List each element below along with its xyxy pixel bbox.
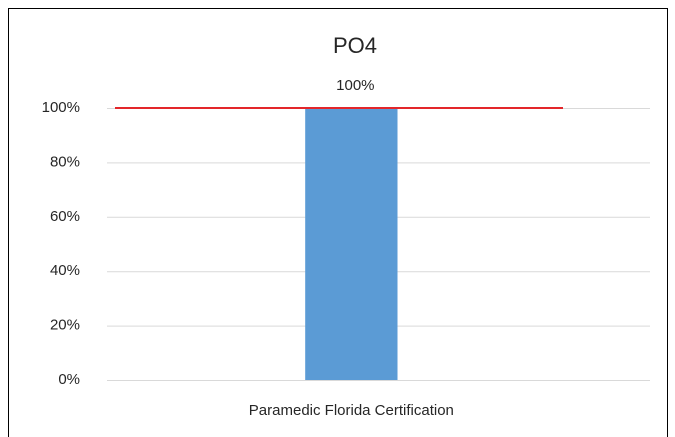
x-tick-label: Paramedic Florida Certification xyxy=(249,402,454,419)
y-tick-label: 0% xyxy=(58,371,80,388)
y-tick-label: 20% xyxy=(50,317,80,334)
bar xyxy=(305,108,398,380)
y-tick-label: 100% xyxy=(42,99,80,116)
y-tick-label: 80% xyxy=(50,153,80,170)
chart-title: PO4 xyxy=(333,33,377,58)
y-tick-label: 60% xyxy=(50,208,80,225)
data-label: 100% xyxy=(336,77,374,94)
y-tick-label: 40% xyxy=(50,262,80,279)
